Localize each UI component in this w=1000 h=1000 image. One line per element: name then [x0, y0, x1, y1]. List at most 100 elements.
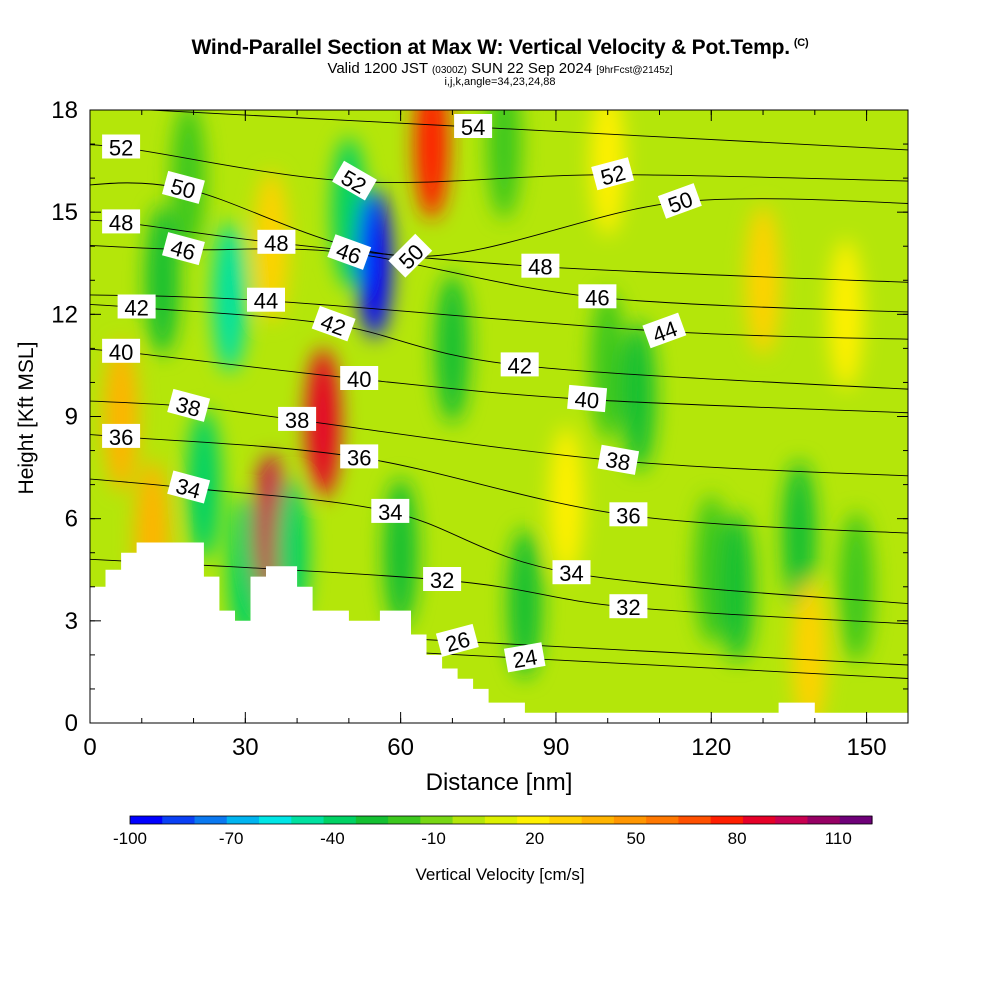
colorbar-swatch: [194, 816, 228, 824]
y-tick-label: 0: [65, 710, 78, 737]
colorbar-swatch: [839, 816, 873, 824]
colorbar-swatch: [355, 816, 389, 824]
velocity-cell-28: [839, 511, 874, 662]
y-tick-label: 3: [65, 608, 78, 635]
velocity-cell-18: [549, 426, 584, 577]
theta-label-text: 24: [511, 644, 539, 673]
velocity-cell-5: [212, 222, 247, 373]
velocity-cell-20: [590, 290, 625, 441]
velocity-cell-14: [414, 110, 449, 220]
x-tick-label: 0: [83, 734, 96, 761]
chart-title: Wind-Parallel Section at Max W: Vertical…: [191, 36, 809, 59]
theta-label-text: 52: [109, 136, 133, 161]
theta-label: 36: [609, 502, 648, 528]
velocity-cell-12: [357, 188, 392, 339]
colorbar-swatch: [646, 816, 680, 824]
colorbar-swatch: [549, 816, 583, 824]
colorbar: -100 -70 -40 -10 20 50 80 110: [113, 815, 873, 848]
chart-valid-time: Valid 1200 JST (0300Z) SUN 22 Sep 2024 […: [327, 60, 673, 77]
colorbar-label: Vertical Velocity [cm/s]: [415, 865, 584, 884]
theta-label-text: 54: [461, 115, 485, 140]
colorbar-swatch: [807, 816, 841, 824]
velocity-cell-17: [507, 528, 542, 679]
theta-label-text: 34: [559, 561, 583, 586]
theta-label: 34: [371, 498, 410, 525]
theta-label: 38: [597, 444, 640, 476]
colorbar-tick-label: 110: [825, 829, 852, 848]
theta-label: 48: [102, 209, 141, 235]
velocity-cell-22: [694, 494, 729, 645]
x-axis: 0 30 60 90 120 150: [83, 110, 887, 761]
theta-label: 48: [257, 229, 296, 256]
colorbar-tick-label: -70: [219, 829, 244, 848]
colorbar-swatch: [710, 816, 744, 824]
theta-label: 46: [578, 284, 617, 310]
colorbar-swatch: [259, 816, 292, 824]
velocity-cell-26: [792, 579, 827, 723]
y-tick-label: 12: [51, 301, 78, 328]
velocity-cell-27: [828, 239, 863, 390]
y-tick-label: 6: [65, 506, 78, 533]
theta-label: 46: [162, 232, 205, 265]
theta-label-text: 42: [507, 353, 531, 378]
theta-label: 40: [340, 366, 379, 392]
theta-label-text: 48: [264, 231, 288, 256]
theta-label: 48: [521, 253, 560, 280]
theta-label-text: 34: [378, 500, 402, 525]
velocity-cell-24: [746, 205, 781, 356]
theta-label-text: 42: [124, 296, 148, 321]
theta-label-text: 36: [347, 445, 371, 470]
velocity-cell-15: [435, 273, 470, 424]
colorbar-tick-label: 20: [525, 829, 544, 848]
colorbar-swatch: [226, 816, 260, 824]
colorbar-swatch: [130, 816, 163, 824]
theta-label-text: 38: [285, 408, 309, 433]
theta-label-text: 40: [574, 386, 601, 413]
colorbar-swatch: [452, 816, 486, 824]
theta-label: 40: [102, 338, 141, 365]
colorbar-swatch: [484, 816, 518, 824]
velocity-cell-16: [487, 110, 522, 220]
colorbar-tick-label: -10: [421, 829, 446, 848]
theta-label: 34: [552, 560, 591, 586]
colorbar-tick-label: -100: [113, 829, 147, 848]
theta-label-text: 46: [585, 285, 609, 310]
theta-label-text: 40: [347, 367, 371, 392]
theta-label: 34: [167, 470, 211, 504]
colorbar-swatch: [517, 816, 550, 824]
velocity-cell-0: [104, 341, 139, 492]
theta-label: 36: [102, 423, 141, 450]
colorbar-swatch: [162, 816, 196, 824]
colorbar-tick-label: -40: [320, 829, 345, 848]
colorbar-tick-label: 80: [728, 829, 747, 848]
theta-label: 50: [162, 170, 205, 204]
chart-grid-indices: i,j,k,angle=34,23,24,88: [444, 76, 556, 88]
theta-label-text: 38: [604, 447, 632, 476]
y-tick-label: 18: [51, 97, 78, 124]
colorbar-swatch: [742, 816, 776, 824]
velocity-cell-21: [621, 321, 656, 472]
theta-label: 26: [435, 623, 479, 657]
theta-label-text: 32: [430, 568, 454, 593]
theta-label: 50: [657, 183, 702, 219]
theta-label: 50: [388, 233, 433, 278]
y-tick-label: 9: [65, 404, 78, 431]
theta-label: 24: [503, 642, 546, 673]
colorbar-tick-label: 50: [626, 829, 645, 848]
colorbar-swatch: [291, 816, 325, 824]
x-axis-label: Distance [nm]: [426, 769, 573, 796]
isentrope-32: [90, 558, 908, 625]
colorbar-swatch: [581, 816, 615, 824]
x-tick-label: 90: [543, 734, 570, 761]
isentrope-44: [90, 294, 908, 340]
theta-label-text: 48: [109, 210, 133, 235]
theta-label: 32: [609, 594, 648, 620]
colorbar-swatch: [678, 816, 712, 824]
velocity-cell-25: [782, 460, 817, 611]
theta-label: 40: [567, 384, 608, 414]
theta-label-text: 44: [254, 289, 278, 314]
x-tick-label: 60: [387, 734, 414, 761]
